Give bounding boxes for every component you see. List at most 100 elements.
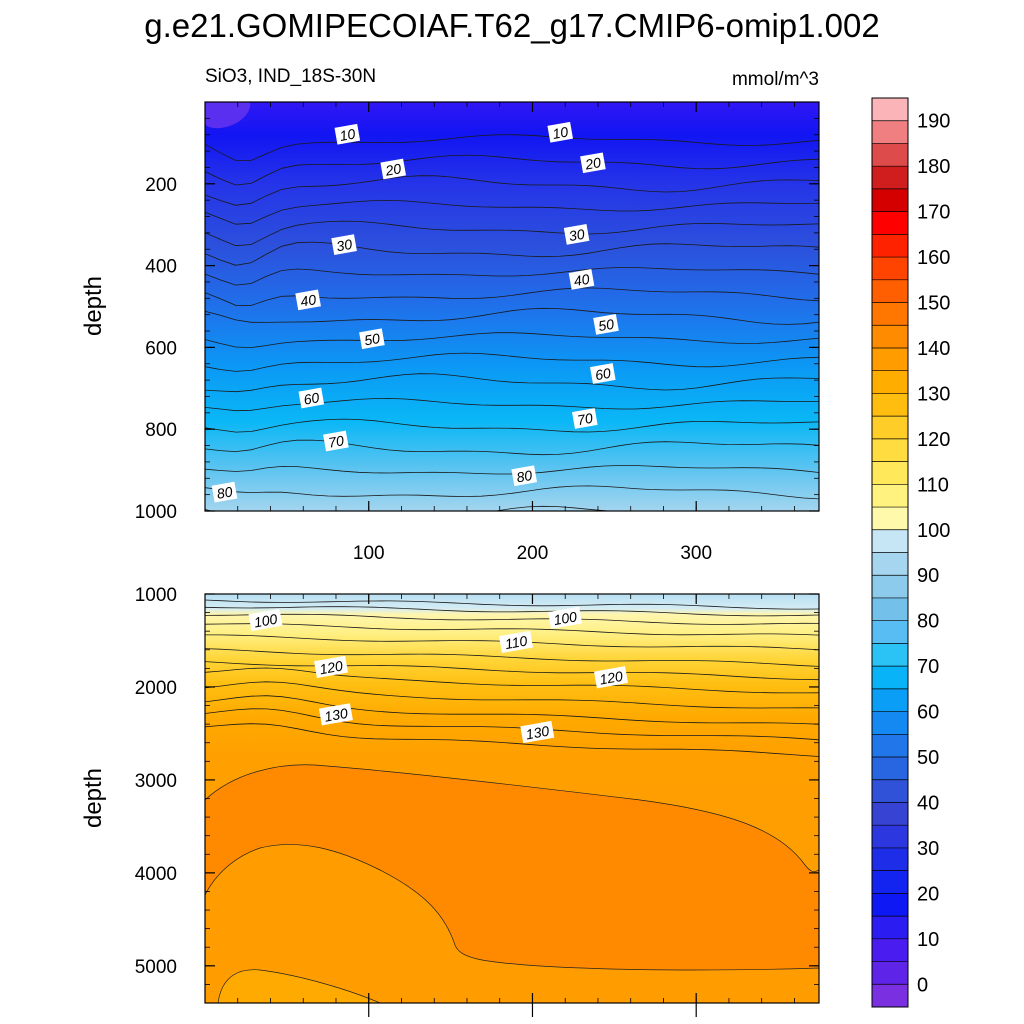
upper-contour-label-text: 50 — [363, 330, 381, 348]
upper-contour-label-text: 80 — [515, 467, 533, 485]
lower-contour-label-box — [499, 630, 533, 653]
upper-contour-label-text: 40 — [299, 291, 317, 309]
colorbar-label: 10 — [917, 929, 939, 951]
colorbar-swatch — [872, 438, 908, 462]
lower-contour-line — [205, 695, 819, 725]
colorbar-swatch — [872, 484, 908, 508]
colorbar-swatch — [872, 984, 908, 1008]
upper-contour-line — [205, 241, 819, 266]
colorbar-swatch — [872, 370, 908, 394]
lower-ytick-label: 2000 — [135, 678, 177, 699]
colorbar-label: 20 — [917, 883, 939, 905]
panel-units-label: mmol/m^3 — [732, 69, 819, 90]
upper-contour-line — [205, 439, 819, 456]
lower-contour-label-box — [314, 655, 348, 679]
upper-contour-label-text: 70 — [576, 410, 594, 428]
lower-ticks: 1000 2000 3000 4000 5000 — [135, 585, 819, 1017]
lower-contour-label: 130 — [520, 720, 555, 744]
colorbar-label: 90 — [917, 565, 939, 587]
upper-ytick-label: 1000 — [135, 502, 177, 523]
lower-contour-line — [205, 606, 819, 617]
upper-ticks: 200 400 600 800 1000 100 200 300 — [135, 101, 819, 564]
upper-contour-line — [205, 134, 819, 161]
lower-contour-label-box — [548, 606, 583, 629]
upper-contour-line — [205, 154, 819, 186]
upper-panel: 10 10 20 20 30 30 40 40 50 50 60 60 70 70 80 80 200 400 6… — [80, 101, 820, 564]
upper-contour-line — [205, 352, 819, 372]
lower-contour-label-text: 130 — [323, 705, 349, 725]
colorbar-label: 80 — [917, 611, 939, 633]
lower-contour-line — [205, 613, 819, 625]
lower-region-130-deep — [205, 844, 819, 1003]
figure-title: g.e21.GOMIPECOIAF.T62_g17.CMIP6-omip1.00… — [144, 7, 880, 44]
upper-contour-line — [205, 220, 819, 247]
lower-ytick-label: 4000 — [135, 864, 177, 885]
colorbar-label: 50 — [917, 747, 939, 769]
upper-contour-label-box — [580, 152, 606, 174]
lower-contour-label-text: 120 — [318, 657, 344, 677]
upper-contour-label: 60 — [298, 387, 325, 409]
colorbar-swatch — [872, 734, 908, 758]
colorbar-label: 130 — [917, 383, 950, 405]
upper-contour-label-text: 20 — [583, 154, 602, 173]
upper-contour-label: 30 — [563, 224, 590, 245]
upper-contour-label-box — [359, 328, 385, 350]
lower-contour-line — [205, 681, 819, 709]
upper-contour-label-box — [568, 269, 595, 290]
colorbar-swatch — [872, 120, 908, 144]
colorbar-swatch — [872, 188, 908, 212]
upper-contour-label-box — [211, 481, 238, 503]
upper-contour-label: 80 — [511, 465, 538, 487]
colorbar-label: 190 — [917, 111, 950, 133]
lower-ytick-label: 3000 — [135, 771, 177, 792]
upper-contour-label: 40 — [295, 289, 321, 311]
colorbar-swatch — [872, 688, 908, 712]
upper-surface-patch — [205, 102, 251, 129]
colorbar-label: 100 — [917, 520, 950, 542]
upper-contour-label: 80 — [211, 481, 238, 503]
lower-contour-line — [205, 623, 819, 636]
upper-contour-label-text: 70 — [327, 432, 345, 450]
upper-contour-label: 70 — [572, 408, 598, 429]
colorbar-label: 140 — [917, 338, 950, 360]
upper-ytick-label: 400 — [145, 257, 177, 278]
upper-contour-label: 70 — [323, 430, 349, 452]
colorbar-swatch — [872, 643, 908, 667]
lower-contour-label: 120 — [594, 666, 628, 689]
upper-contour-label-text: 20 — [383, 160, 402, 179]
lower-contour-label: 100 — [248, 608, 283, 632]
upper-ytick-label: 600 — [145, 338, 177, 359]
colorbar-label: 60 — [917, 702, 939, 724]
upper-contour-line — [205, 465, 819, 475]
colorbar-swatch — [872, 757, 908, 781]
colorbar-swatch — [872, 938, 908, 962]
lower-contour-label-text: 100 — [552, 608, 578, 628]
upper-contour-label: 60 — [590, 363, 616, 384]
colorbar-label: 30 — [917, 838, 939, 860]
lower-contour-line — [205, 723, 819, 757]
upper-contour-label: 20 — [380, 158, 407, 180]
upper-contour-line — [205, 175, 819, 206]
upper-contour-label: 50 — [593, 314, 619, 335]
colorbar-swatch — [872, 98, 908, 122]
upper-contour-label-text: 50 — [597, 316, 615, 334]
colorbar-swatch — [872, 666, 908, 690]
lower-contour-line — [205, 708, 819, 741]
colorbar-swatch — [872, 620, 908, 644]
upper-contour-label-box — [298, 387, 325, 409]
lower-contour-label-box — [594, 666, 628, 689]
upper-contour-labels: 10 10 20 20 30 30 40 40 50 50 60 60 70 70 80 80 — [211, 121, 619, 503]
colorbar-swatch — [872, 347, 908, 372]
colorbar-swatch — [872, 575, 908, 599]
lower-contour-label-box — [248, 608, 283, 632]
colorbar-swatch — [872, 916, 908, 940]
colorbar-swatch — [872, 234, 908, 258]
colorbar-label: 120 — [917, 429, 950, 451]
upper-contour-label-box — [380, 158, 407, 180]
lower-contour-label: 120 — [314, 655, 348, 679]
colorbar-swatch — [872, 166, 908, 190]
upper-contour-line — [205, 418, 819, 433]
upper-contour-label-box — [547, 121, 574, 143]
lower-panel: 100 100 110 120 120 130 130 1000 2000 3000 4000 50… — [80, 585, 820, 1017]
